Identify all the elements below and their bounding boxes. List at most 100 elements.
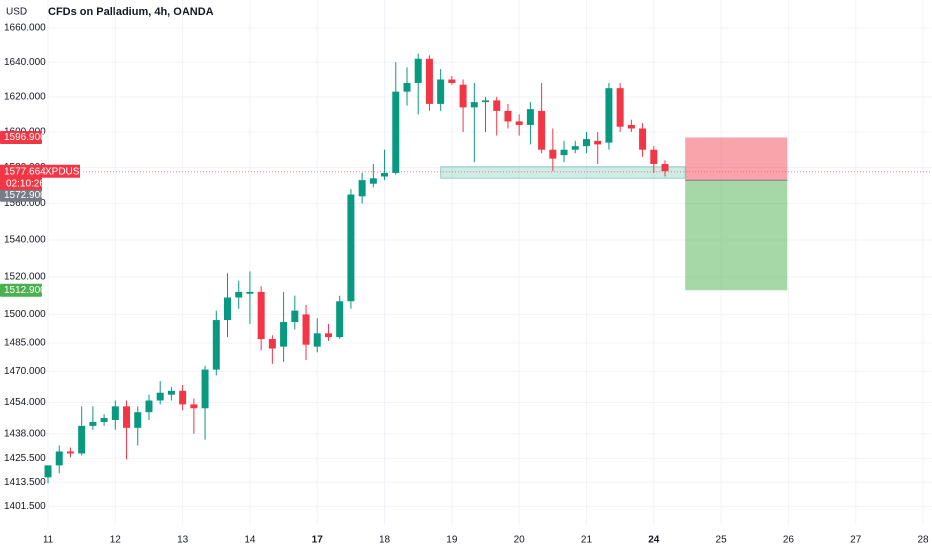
- candle-body: [504, 110, 512, 122]
- y-tick-label: 1413.500: [4, 477, 46, 488]
- candle-body: [111, 406, 119, 420]
- countdown-label: 02:10:26: [6, 178, 45, 189]
- candle-body: [156, 392, 164, 401]
- y-tick-label: 1500.000: [4, 309, 46, 320]
- x-tick-label: 12: [110, 535, 122, 546]
- y-tick-label: 1470.000: [4, 366, 46, 377]
- x-tick-label: 17: [312, 535, 324, 546]
- candle-body: [246, 291, 254, 294]
- candle-body: [268, 339, 276, 349]
- candle-body: [145, 400, 153, 413]
- y-tick-label: 1454.000: [4, 397, 46, 408]
- candle-body: [55, 451, 63, 466]
- y-tick-label: 1438.000: [4, 428, 46, 439]
- symbol-label: XPDUSD: [45, 166, 87, 177]
- candle-body: [459, 84, 467, 108]
- candle-body: [44, 465, 52, 478]
- candle-body: [470, 102, 478, 108]
- candle-body: [302, 314, 310, 345]
- candle-body: [123, 406, 131, 428]
- candle-body: [448, 79, 456, 83]
- chart-title: CFDs on Palladium, 4h, OANDA: [48, 6, 214, 18]
- candle-body: [482, 100, 490, 103]
- price-badge-bg: [0, 164, 42, 190]
- candle-body: [571, 146, 579, 150]
- candle-body: [627, 124, 635, 129]
- x-tick-label: 21: [581, 535, 593, 546]
- candle-body: [280, 321, 288, 347]
- y-tick-label: 1660.000: [4, 23, 46, 34]
- candle-body: [291, 310, 299, 322]
- candle-body: [403, 82, 411, 92]
- stop-zone: [685, 137, 788, 181]
- candle-body: [650, 149, 658, 164]
- candle-body: [235, 291, 243, 298]
- candle-body: [179, 390, 187, 405]
- x-tick-label: 19: [446, 535, 458, 546]
- x-tick-label: 11: [43, 535, 54, 546]
- y-tick-label: 1640.000: [4, 57, 46, 68]
- candle-body: [639, 128, 647, 150]
- y-tick-label: 1485.000: [4, 337, 46, 348]
- candle-body: [605, 88, 613, 143]
- candle-body: [526, 109, 534, 125]
- candle-body: [212, 320, 220, 370]
- candle-body: [78, 425, 86, 454]
- x-tick-label: 13: [177, 535, 189, 546]
- support-zone: [440, 166, 686, 179]
- x-tick-label: 28: [917, 535, 929, 546]
- x-tick-label: 26: [783, 535, 795, 546]
- x-tick-label: 18: [379, 535, 391, 546]
- candle-body: [134, 412, 142, 428]
- candle-body: [66, 451, 74, 454]
- candle-body: [89, 421, 97, 426]
- candle-body: [224, 297, 232, 321]
- y-tick-label: 1401.500: [4, 501, 46, 512]
- x-tick-label: 27: [850, 535, 862, 546]
- price-label: 1577.664: [4, 166, 46, 177]
- target-label: 1512.900: [4, 285, 46, 296]
- candle-body: [190, 404, 198, 409]
- y-tick-label: 1540.000: [4, 235, 46, 246]
- candle-body: [347, 194, 355, 302]
- stop-label: 1596.900: [4, 132, 46, 143]
- candle-body: [381, 172, 389, 177]
- candle-body: [549, 149, 557, 159]
- candle-body: [167, 390, 175, 395]
- candle-body: [336, 301, 344, 338]
- candle-body: [661, 163, 669, 172]
- stop-label-bg: [0, 130, 42, 144]
- candle-body: [493, 100, 501, 111]
- candle-body: [437, 79, 445, 104]
- candle-body: [358, 180, 366, 197]
- candle-body: [425, 58, 433, 104]
- symbol-badge-bg: [42, 164, 80, 178]
- candle-body: [257, 291, 265, 340]
- y-tick-label: 1620.000: [4, 92, 46, 103]
- candle-body: [560, 149, 568, 156]
- y-tick-label: 1520.000: [4, 272, 46, 283]
- candle-body: [201, 369, 209, 409]
- target-zone: [685, 180, 788, 291]
- x-tick-label: 24: [648, 535, 660, 546]
- y-unit: USD: [6, 7, 27, 18]
- y-tick-label: 1425.500: [4, 453, 46, 464]
- candle-body: [616, 88, 624, 127]
- candle-body: [515, 121, 523, 125]
- x-tick-label: 14: [244, 535, 256, 546]
- candle-body: [414, 58, 422, 83]
- target-label-bg: [0, 283, 42, 297]
- entry-label: 1572.900: [4, 190, 46, 201]
- x-tick-label: 20: [514, 535, 526, 546]
- x-tick-label: 25: [716, 535, 728, 546]
- candle-body: [392, 91, 400, 173]
- candle-body: [100, 418, 108, 422]
- candle-body: [594, 140, 602, 145]
- y-tick-label: 1560.000: [4, 198, 46, 209]
- candle-body: [313, 333, 321, 347]
- candle-body: [538, 110, 546, 150]
- entry-label-bg: [0, 188, 42, 202]
- candle-body: [369, 178, 377, 184]
- candle-body: [324, 333, 332, 338]
